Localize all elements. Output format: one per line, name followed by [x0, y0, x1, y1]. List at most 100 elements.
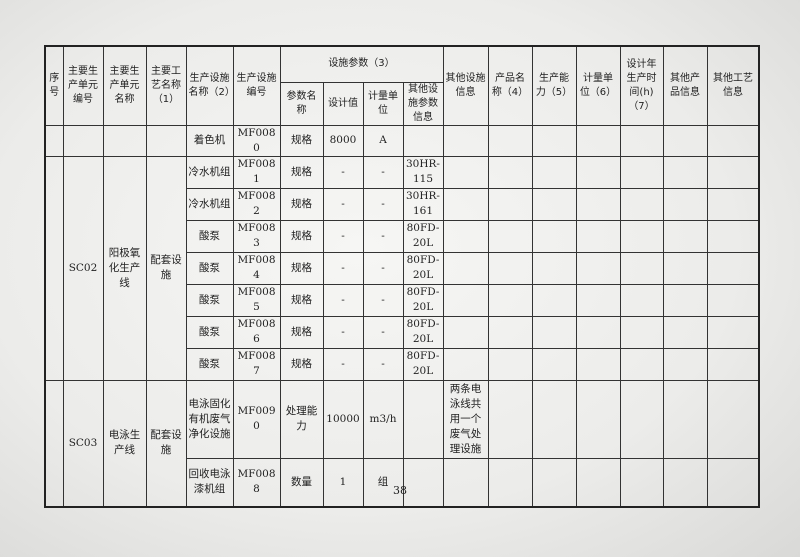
param-cell: 规格	[279, 155, 324, 189]
empty-cell	[487, 283, 533, 317]
unit-cell: -	[362, 315, 404, 349]
empty-cell	[619, 251, 664, 285]
empty-cell	[487, 457, 533, 508]
value-cell: -	[322, 251, 364, 285]
name-cell: 冷水机组	[185, 187, 234, 221]
empty-cell	[487, 155, 533, 189]
other-param-cell: 80FD-20L	[402, 251, 444, 285]
table-row: 回收电泳漆机组 MF0088 数量 1 组	[45, 457, 760, 508]
column-group-header: 设施参数（3）	[279, 45, 444, 83]
name-cell: 冷水机组	[185, 155, 234, 189]
empty-cell	[662, 347, 708, 381]
other-info-cell	[442, 124, 489, 157]
unit-cell: -	[362, 155, 404, 189]
value-cell: 1	[322, 457, 364, 508]
column-header: 计量单位（6）	[575, 45, 621, 126]
empty-cell	[531, 379, 577, 459]
table-row: 酸泵 MF0083 规格 - -80FD-20L	[45, 219, 760, 253]
param-cell: 规格	[279, 187, 324, 221]
column-header: 设计年生产时间(h)（7）	[619, 45, 664, 126]
name-cell: 酸泵	[185, 251, 234, 285]
empty-cell	[531, 155, 577, 189]
unit-name-cell	[102, 124, 147, 157]
code-cell: MF0090	[232, 379, 281, 459]
empty-cell	[662, 251, 708, 285]
empty-cell	[487, 219, 533, 253]
name-cell: 酸泵	[185, 283, 234, 317]
unit-cell: -	[362, 283, 404, 317]
facility-table: 序号 主要生产单元编号 主要生产单元名称 主要工艺名称（1） 生产设施名称（2） 生产设施…	[44, 45, 760, 508]
process-name-cell	[145, 124, 187, 157]
empty-cell	[706, 155, 760, 189]
empty-cell	[662, 219, 708, 253]
other-param-cell: 30HR-115	[402, 155, 444, 189]
empty-cell	[619, 187, 664, 221]
other-param-cell: 80FD-20L	[402, 219, 444, 253]
code-cell: MF0088	[232, 457, 281, 508]
param-cell: 规格	[279, 283, 324, 317]
table-header: 序号 主要生产单元编号 主要生产单元名称 主要工艺名称（1） 生产设施名称（2） 生产设施…	[44, 45, 760, 126]
empty-cell	[531, 124, 577, 157]
empty-cell	[619, 457, 664, 508]
column-header: 参数名称	[279, 81, 324, 126]
column-header: 主要生产单元名称	[102, 45, 147, 126]
column-header: 生产能力（5）	[531, 45, 577, 126]
empty-cell	[619, 219, 664, 253]
table-row: 着色机 MF0080 规格 8000 A	[44, 124, 760, 157]
unit-name-cell: 电泳生产线	[102, 379, 147, 508]
param-cell: 规格	[279, 315, 324, 349]
value-cell: 8000	[322, 124, 364, 157]
table-row: 酸泵 MF0086 规格 - -80FD-20L	[45, 315, 760, 349]
code-cell: MF0080	[232, 124, 281, 157]
empty-cell	[619, 283, 664, 317]
empty-cell	[662, 379, 708, 459]
empty-cell	[706, 347, 760, 381]
empty-cell	[575, 155, 621, 189]
empty-cell	[531, 457, 577, 508]
code-cell: MF0086	[232, 315, 281, 349]
page-number: 38	[393, 484, 407, 497]
unit-cell: -	[362, 251, 404, 285]
unit-code-cell	[62, 124, 104, 157]
code-cell: MF0082	[232, 187, 281, 221]
empty-cell	[575, 187, 621, 221]
name-cell: 回收电泳漆机组	[185, 457, 234, 508]
other-param-cell: 80FD-20L	[402, 347, 444, 381]
empty-cell	[487, 379, 533, 459]
other-info-cell: 两条电泳线共用一个废气处理设施	[442, 379, 489, 459]
empty-cell	[706, 124, 760, 157]
code-cell: MF0083	[232, 219, 281, 253]
table-row: SC02 阳极氧化生产线 配套设施 冷水机组 MF0081 规格 - -30HR-115	[44, 155, 760, 381]
unit-cell: 组	[362, 457, 404, 508]
value-cell: -	[322, 347, 364, 381]
column-header: 主要工艺名称（1）	[145, 45, 187, 126]
name-cell: 酸泵	[185, 315, 234, 349]
empty-cell	[487, 315, 533, 349]
header-row: 序号 主要生产单元编号 主要生产单元名称 主要工艺名称（1） 生产设施名称（2） 生产设施…	[44, 45, 760, 126]
other-info-cell	[442, 283, 489, 317]
code-cell: MF0087	[232, 347, 281, 381]
code-cell: MF0081	[232, 155, 281, 189]
unit-cell: -	[362, 219, 404, 253]
unit-cell: -	[362, 347, 404, 381]
empty-cell	[662, 315, 708, 349]
value-cell: 10000	[322, 379, 364, 459]
other-param-cell: 80FD-20L	[402, 283, 444, 317]
empty-cell	[575, 347, 621, 381]
name-cell: 酸泵	[185, 347, 234, 381]
seq-cell	[44, 155, 64, 381]
column-header: 设计值	[322, 81, 364, 126]
empty-cell	[575, 315, 621, 349]
header-row: 参数名称 设计值 计量单位 其他设施参数信息	[45, 81, 759, 126]
column-header: 其他设施信息	[442, 45, 489, 126]
param-cell: 规格	[279, 347, 324, 381]
value-cell: -	[322, 219, 364, 253]
empty-cell	[662, 187, 708, 221]
empty-cell	[619, 315, 664, 349]
other-info-cell	[442, 219, 489, 253]
process-name-cell: 配套设施	[145, 379, 187, 508]
empty-cell	[575, 124, 621, 157]
empty-cell	[487, 347, 533, 381]
value-cell: -	[322, 283, 364, 317]
empty-cell	[706, 251, 760, 285]
